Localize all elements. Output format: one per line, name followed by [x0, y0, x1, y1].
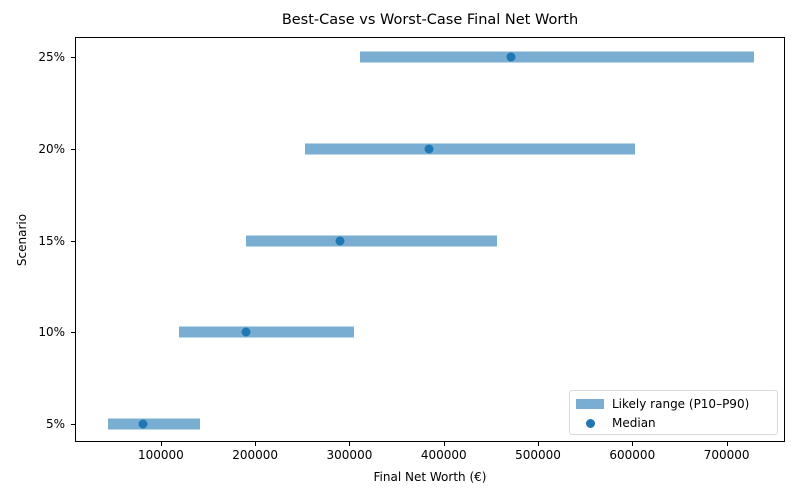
y-tick-label: 5%: [45, 417, 65, 431]
range-swatch-icon: [576, 399, 604, 409]
x-tick-label: 600000: [609, 448, 656, 462]
x-tick-label: 300000: [326, 448, 373, 462]
x-tick: [160, 442, 162, 446]
median-point: [506, 52, 516, 62]
x-axis-label: Final Net Worth (€): [373, 470, 487, 484]
median-point: [335, 236, 345, 245]
y-tick-label: 15%: [38, 233, 65, 248]
legend-item-range: Likely range (P10–P90): [576, 395, 749, 413]
legend-label-range: Likely range (P10–P90): [612, 397, 750, 411]
x-tick: [443, 442, 445, 446]
y-tick-label: 10%: [38, 325, 65, 340]
x-tick-label: 200000: [232, 448, 279, 462]
x-tick: [632, 442, 634, 446]
y-tick: [71, 424, 75, 425]
y-tick: [71, 148, 75, 150]
chart-title: Best-Case vs Worst-Case Final Net Worth: [281, 12, 579, 28]
median-point: [241, 327, 251, 337]
y-axis-label: Scenario: [15, 213, 29, 267]
y-tick-label: 20%: [38, 141, 65, 156]
x-tick-label: 700000: [703, 448, 750, 462]
legend-label-median: Median: [612, 416, 656, 430]
median-dot-icon: [585, 418, 595, 428]
legend: Likely range (P10–P90) Median: [569, 390, 778, 435]
legend-item-median: Median: [576, 414, 656, 432]
x-tick: [255, 442, 257, 446]
range-bar: [359, 51, 754, 63]
y-tick: [71, 57, 75, 58]
range-bar: [178, 326, 355, 338]
x-tick-label: 400000: [420, 448, 467, 462]
range-bar: [305, 143, 636, 155]
x-tick: [538, 442, 540, 446]
plot-area: 100000 200000 300000 400000 500000 600000 7000…: [38, 37, 785, 462]
range-bar: [245, 235, 497, 246]
x-tick-label: 500000: [515, 448, 561, 462]
x-tick: [726, 442, 728, 446]
y-tick-label: 25%: [38, 50, 65, 64]
x-tick: [349, 442, 351, 446]
x-tick-label: 100000: [137, 448, 184, 462]
y-tick: [71, 240, 75, 242]
y-tick: [71, 332, 75, 334]
range-bar: [108, 418, 200, 430]
median-point: [138, 419, 148, 429]
median-point: [424, 144, 434, 154]
